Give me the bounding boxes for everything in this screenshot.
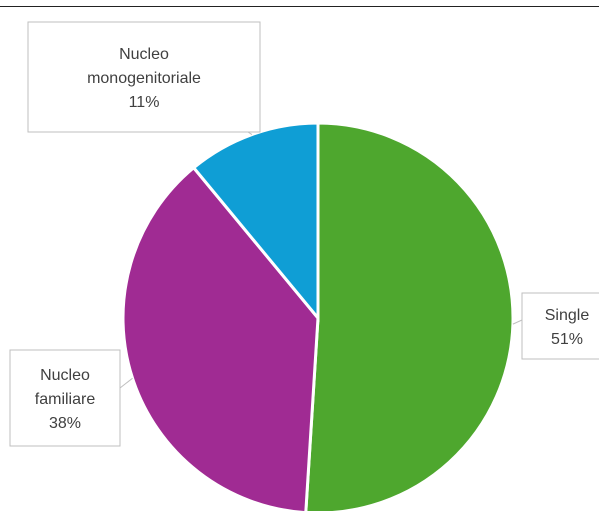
pie-slice-nucleo-familiare [121,165,320,511]
leader-line [119,377,133,389]
pie-callouts: Single 51% Nucleo familiare 38% Nucleo monogen… [9,21,599,447]
callout-box [521,292,599,360]
data-label: Nucleo [40,367,90,384]
callout-box [27,21,261,133]
data-label: monogenitoriale [87,70,201,87]
leader-line [512,319,523,325]
callout-box [9,349,121,447]
pie-slices [121,121,515,511]
data-label: 11% [129,94,160,111]
data-label: familiare [35,391,96,408]
pie-slice-single [304,121,515,511]
data-label: Nucleo [119,46,169,63]
data-label: Single [545,307,590,324]
data-label: 38% [49,415,81,432]
data-label: 51% [551,331,583,348]
cropped-caption-strip [0,0,599,7]
